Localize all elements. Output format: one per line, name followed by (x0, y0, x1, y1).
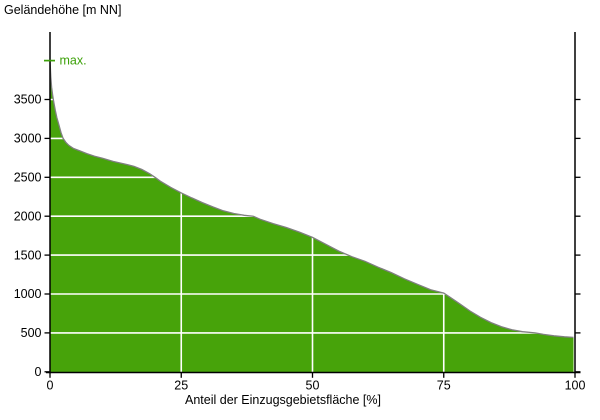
y-tick-label: 3000 (14, 132, 42, 146)
curve-line (49, 60, 574, 339)
max-label: max. (60, 53, 87, 67)
x-axis-title: Anteil der Einzugsgebietsfläche [%] (185, 393, 381, 407)
y-tick-label: 2500 (14, 171, 42, 185)
ticks (44, 98, 581, 378)
y-tick-label: 500 (21, 326, 42, 340)
x-tick-label: 25 (174, 379, 188, 393)
y-tick-label: 2000 (14, 209, 42, 223)
x-tick-label: 75 (437, 379, 451, 393)
x-tick-label: 50 (306, 379, 320, 393)
x-tick-label: 0 (47, 379, 54, 393)
y-axis-title: Geländehöhe [m NN] (4, 3, 122, 17)
x-tick-label: 100 (565, 379, 586, 393)
y-tick-label: 0 (35, 365, 42, 379)
y-tick-label: 3500 (14, 93, 42, 107)
axes (46, 32, 581, 374)
y-tick-label: 1500 (14, 248, 42, 262)
y-tick-label: 1000 (14, 287, 42, 301)
